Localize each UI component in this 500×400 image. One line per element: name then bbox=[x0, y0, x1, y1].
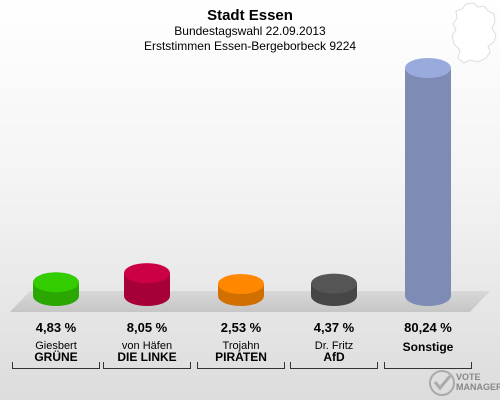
bar-top bbox=[218, 274, 264, 294]
value-label: 4,83 % bbox=[35, 320, 77, 335]
chart-subtitle-district: Erststimmen Essen-Bergeborbeck 9224 bbox=[143, 39, 357, 53]
party-label: PIRATEN bbox=[215, 350, 267, 364]
party-label: AfD bbox=[323, 350, 345, 364]
germany-map-icon bbox=[451, 2, 497, 64]
party-label: GRÜNE bbox=[34, 350, 78, 364]
bar-grüne bbox=[33, 272, 79, 306]
candidate-label: Giesbert bbox=[35, 340, 77, 352]
label-bracket bbox=[197, 362, 285, 369]
candidate-label: Trojahn bbox=[222, 340, 260, 352]
value-label: 80,24 % bbox=[404, 320, 452, 335]
value-label: 4,37 % bbox=[313, 320, 355, 335]
vote-manager-logo bbox=[429, 370, 455, 396]
chart-title: Stadt Essen bbox=[207, 7, 293, 24]
bar-afd bbox=[311, 273, 357, 306]
bar-sonstige bbox=[405, 58, 451, 306]
label-bracket bbox=[290, 362, 378, 369]
party-label: DIE LINKE bbox=[117, 350, 177, 364]
candidate-label: von Häfen bbox=[121, 340, 173, 352]
value-label: 2,53 % bbox=[220, 320, 262, 335]
chart-subtitle: Bundestagswahl 22.09.2013 bbox=[174, 24, 326, 38]
bar-top bbox=[311, 273, 357, 294]
watermark-text: VOTE MANAGER bbox=[456, 372, 500, 392]
candidate-label: Dr. Fritz bbox=[314, 340, 354, 352]
value-label: 8,05 % bbox=[126, 320, 168, 335]
title-block: Stadt Essen Bundestagswahl 22.09.2013 Er… bbox=[0, 0, 500, 54]
bar-die-linke bbox=[124, 263, 170, 306]
watermark-line2: MANAGER bbox=[456, 382, 500, 392]
bar-top bbox=[33, 272, 79, 293]
label-bracket bbox=[384, 362, 472, 369]
bar-top bbox=[405, 58, 451, 78]
label-bracket bbox=[12, 362, 100, 369]
watermark-line1: VOTE bbox=[456, 372, 481, 382]
bar-top bbox=[124, 263, 170, 284]
party-label: Sonstige bbox=[402, 340, 454, 354]
label-bracket bbox=[103, 362, 191, 369]
bar-piraten bbox=[218, 274, 264, 306]
bar-body bbox=[405, 68, 451, 306]
